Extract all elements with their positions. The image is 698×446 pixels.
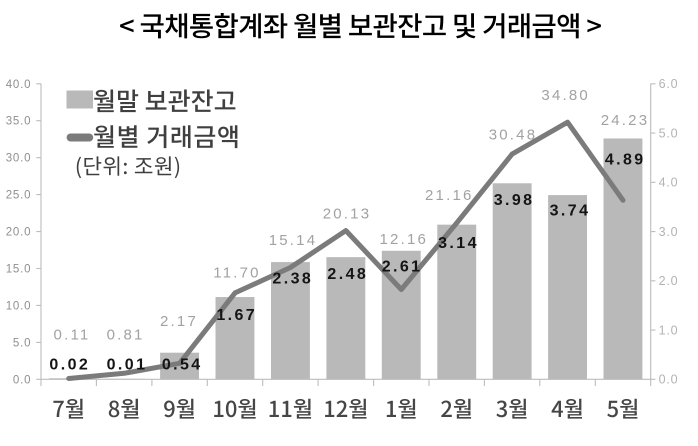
svg-text:0.11: 0.11 bbox=[54, 326, 91, 343]
svg-text:2.48: 2.48 bbox=[327, 266, 368, 283]
svg-text:5.0: 5.0 bbox=[13, 337, 31, 349]
svg-text:0.0: 0.0 bbox=[13, 374, 31, 386]
svg-text:4.0: 4.0 bbox=[659, 176, 679, 190]
svg-text:0.81: 0.81 bbox=[107, 326, 145, 343]
svg-text:6.0: 6.0 bbox=[659, 77, 679, 91]
svg-text:2.61: 2.61 bbox=[382, 258, 423, 275]
svg-text:24.23: 24.23 bbox=[601, 112, 650, 129]
svg-text:12.16: 12.16 bbox=[380, 231, 429, 248]
svg-text:0.02: 0.02 bbox=[49, 357, 90, 374]
svg-text:15.0: 15.0 bbox=[6, 264, 32, 276]
svg-text:5.0: 5.0 bbox=[659, 126, 679, 140]
svg-text:25.0: 25.0 bbox=[6, 190, 32, 202]
svg-text:2.17: 2.17 bbox=[160, 313, 198, 330]
svg-text:21.16: 21.16 bbox=[425, 187, 474, 204]
svg-text:3.0: 3.0 bbox=[659, 225, 679, 239]
svg-text:20.13: 20.13 bbox=[323, 206, 372, 223]
svg-text:2.0: 2.0 bbox=[659, 274, 679, 288]
svg-text:1.0: 1.0 bbox=[659, 323, 679, 337]
svg-text:0.54: 0.54 bbox=[162, 357, 203, 374]
svg-text:4.89: 4.89 bbox=[605, 152, 646, 169]
svg-text:0.01: 0.01 bbox=[107, 357, 148, 374]
svg-text:20.0: 20.0 bbox=[6, 227, 32, 239]
svg-text:35.0: 35.0 bbox=[6, 116, 32, 128]
svg-text:15.14: 15.14 bbox=[269, 232, 318, 249]
svg-text:30.0: 30.0 bbox=[6, 153, 32, 165]
svg-text:34.80: 34.80 bbox=[541, 87, 590, 104]
svg-text:2.38: 2.38 bbox=[272, 270, 313, 287]
svg-text:10.0: 10.0 bbox=[6, 300, 32, 312]
svg-text:3.74: 3.74 bbox=[550, 203, 591, 220]
svg-text:40.0: 40.0 bbox=[6, 79, 32, 91]
svg-text:30.48: 30.48 bbox=[489, 127, 538, 144]
svg-text:11.70: 11.70 bbox=[213, 264, 260, 281]
svg-text:0.0: 0.0 bbox=[659, 373, 679, 387]
svg-text:3.98: 3.98 bbox=[494, 192, 535, 209]
svg-text:3.14: 3.14 bbox=[438, 235, 479, 252]
svg-text:1.67: 1.67 bbox=[216, 307, 257, 324]
